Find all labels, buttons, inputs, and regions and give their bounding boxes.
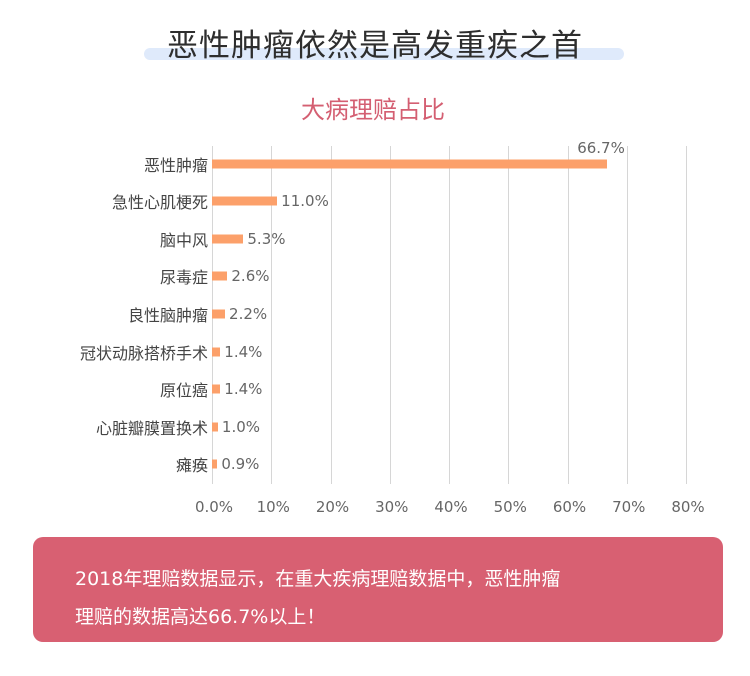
bar [212, 234, 244, 244]
category-label: 恶性肿瘤 [143, 155, 208, 175]
page-title: 恶性肿瘤依然是高发重疾之首 [167, 28, 583, 64]
category-label: 心脏瓣膜置换术 [95, 418, 208, 438]
value-label: 2.2% [229, 305, 268, 323]
category-label: 冠状动脉搭桥手术 [79, 343, 208, 363]
category-label: 瘫痪 [175, 456, 208, 476]
value-label: 1.4% [224, 342, 263, 361]
value-label: 66.7% [577, 138, 625, 157]
value-label: 5.3% [247, 229, 286, 248]
x-tick-label: 50% [493, 498, 527, 516]
category-label: 尿毒症 [159, 268, 208, 288]
x-tick-label: 0.0% [194, 498, 234, 516]
value-label: 2.6% [231, 267, 270, 286]
x-tick-label: 60% [552, 498, 587, 516]
value-label: 11.0% [281, 192, 329, 211]
bar [212, 309, 226, 319]
info-line-1: 2018年理赔数据显示，在重大疾病理赔数据中，恶性肿瘤 [75, 568, 561, 590]
category-label: 良性脑肿瘤 [127, 306, 208, 325]
gridline [567, 146, 569, 484]
info-box: 2018年理赔数据显示，在重大疾病理赔数据中，恶性肿瘤 理赔的数据高达66.7%… [33, 537, 723, 642]
value-label: 1.4% [224, 380, 263, 399]
x-tick-label: 70% [612, 498, 646, 516]
category-label: 脑中风 [159, 230, 208, 250]
bar [212, 384, 221, 394]
x-tick-label: 30% [375, 498, 409, 516]
gridline [508, 146, 510, 484]
x-tick-label: 20% [315, 498, 350, 516]
x-tick-label: 40% [434, 498, 468, 516]
bar [212, 459, 218, 469]
gridline [389, 146, 391, 484]
bar [212, 159, 608, 169]
page-header: 恶性肿瘤依然是高发重疾之首 [0, 18, 750, 68]
title-highlight [144, 48, 624, 60]
bar [212, 347, 221, 357]
category-label: 原位癌 [159, 381, 208, 401]
gridline [626, 146, 628, 484]
bar [212, 271, 228, 281]
info-line-2: 理赔的数据高达66.7%以上！ [75, 606, 326, 628]
gridline [449, 146, 450, 484]
gridline [686, 146, 687, 484]
chart-title: 大病理赔占比 [0, 90, 750, 125]
bar [212, 196, 278, 206]
bar [212, 422, 218, 432]
gridline [271, 146, 273, 484]
chart-title-text: 大病理赔占比 [301, 96, 445, 124]
gridline [330, 146, 332, 484]
value-label: 0.9% [221, 455, 260, 474]
x-tick-label: 10% [256, 498, 290, 516]
category-label: 急性心肌梗死 [111, 193, 208, 213]
value-label: 1.0% [221, 417, 261, 436]
x-tick-label: 80% [671, 498, 705, 516]
